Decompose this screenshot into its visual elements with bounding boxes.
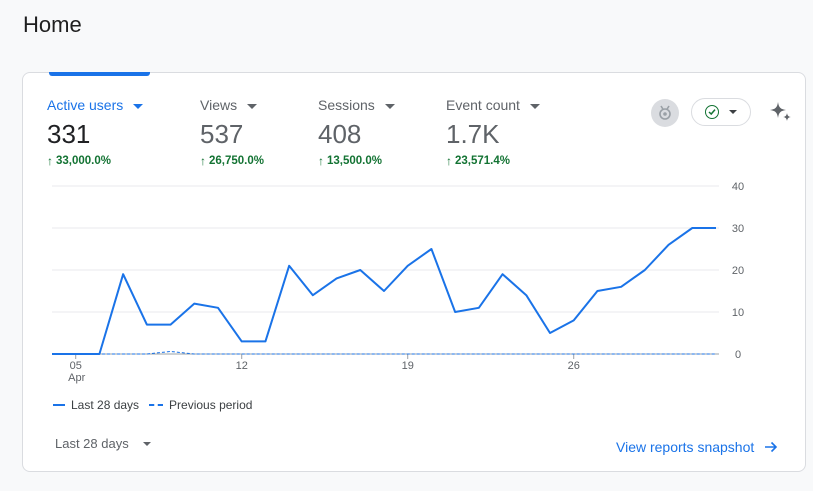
x-tick-sublabel: Apr — [68, 372, 85, 384]
arrow-up-icon: ↑ — [47, 154, 53, 168]
metric-change: ↑ 23,571.4% — [446, 154, 540, 168]
active-tab-indicator — [49, 72, 150, 76]
series-line-previous-period — [52, 350, 716, 355]
arrow-up-icon: ↑ — [446, 154, 452, 168]
x-tick-label: 26 — [568, 360, 580, 372]
metric-views[interactable]: Views 537 ↑ 26,750.0% — [200, 97, 264, 168]
metric-value: 408 — [318, 119, 362, 149]
y-tick-label: 10 — [732, 307, 744, 319]
caret-down-icon — [384, 103, 395, 109]
x-tick-label: 19 — [402, 360, 414, 372]
metric-value: 1.7K — [446, 119, 500, 149]
date-range-label: Last 28 days — [55, 436, 129, 451]
metric-dropdown[interactable]: Sessions — [318, 97, 395, 113]
metric-label: Sessions — [318, 97, 375, 113]
metric-label: Event count — [446, 97, 520, 113]
chart-legend: Last 28 days Previous period — [53, 398, 252, 412]
caret-down-icon — [529, 103, 540, 109]
arrow-right-icon — [765, 441, 778, 453]
series-layer — [52, 227, 716, 355]
arrow-up-icon: ↑ — [200, 154, 206, 168]
metric-active-users[interactable]: Active users 331 ↑ 33,000.0% — [47, 97, 144, 168]
arrow-up-icon: ↑ — [318, 154, 324, 168]
insights-badge-icon[interactable] — [651, 99, 679, 127]
x-tick-label: 05 — [70, 360, 82, 372]
legend-label: Last 28 days — [71, 398, 140, 412]
chart-grid — [52, 185, 719, 355]
metric-label: Active users — [47, 97, 124, 113]
view-reports-snapshot-link[interactable]: View reports snapshot — [616, 439, 778, 455]
caret-down-icon — [142, 441, 151, 446]
metric-dropdown[interactable]: Active users — [47, 97, 144, 113]
metric-value: 537 — [200, 119, 244, 149]
y-tick-label: 30 — [732, 223, 744, 235]
page-title: Home — [23, 12, 82, 37]
y-tick-label: 0 — [735, 349, 741, 361]
y-tick-label: 20 — [732, 265, 744, 277]
x-tick-label: 12 — [236, 360, 248, 372]
metric-change: ↑ 26,750.0% — [200, 154, 264, 168]
legend-item[interactable]: Last 28 days — [53, 398, 139, 412]
y-axis: 0 10 20 30 40 — [732, 181, 744, 361]
data-quality-status-button[interactable] — [691, 98, 751, 126]
metric-dropdown[interactable]: Event count — [446, 97, 540, 113]
metric-dropdown[interactable]: Views — [200, 97, 264, 113]
overview-card: Active users 331 ↑ 33,000.0% Views 537 ↑… — [22, 72, 806, 472]
metric-value: 331 — [47, 119, 91, 149]
metric-sessions[interactable]: Sessions 408 ↑ 13,500.0% — [318, 97, 395, 168]
series-line-last-28-days — [52, 227, 716, 355]
metric-event-count[interactable]: Event count 1.7K ↑ 23,571.4% — [446, 97, 540, 168]
y-tick-label: 40 — [732, 181, 744, 193]
legend-label: Previous period — [169, 398, 253, 412]
chevron-down-icon — [729, 110, 737, 114]
metric-change: ↑ 13,500.0% — [318, 154, 395, 168]
caret-down-icon — [247, 103, 258, 109]
metric-change-value: 13,500.0% — [327, 155, 382, 167]
date-range-dropdown[interactable]: Last 28 days — [45, 430, 161, 457]
legend-swatch-dashed — [149, 404, 164, 406]
legend-swatch-solid — [53, 404, 65, 406]
metric-change-value: 26,750.0% — [209, 155, 264, 167]
metric-label: Views — [200, 97, 238, 113]
metric-change: ↑ 33,000.0% — [47, 154, 143, 168]
view-link-label: View reports snapshot — [616, 439, 755, 455]
legend-item[interactable]: Previous period — [149, 398, 252, 412]
metric-change-value: 33,000.0% — [56, 155, 111, 167]
caret-down-icon — [133, 103, 144, 109]
sparkle-icon[interactable] — [767, 99, 793, 125]
metric-change-value: 23,571.4% — [455, 155, 510, 167]
check-circle-icon — [705, 105, 719, 119]
